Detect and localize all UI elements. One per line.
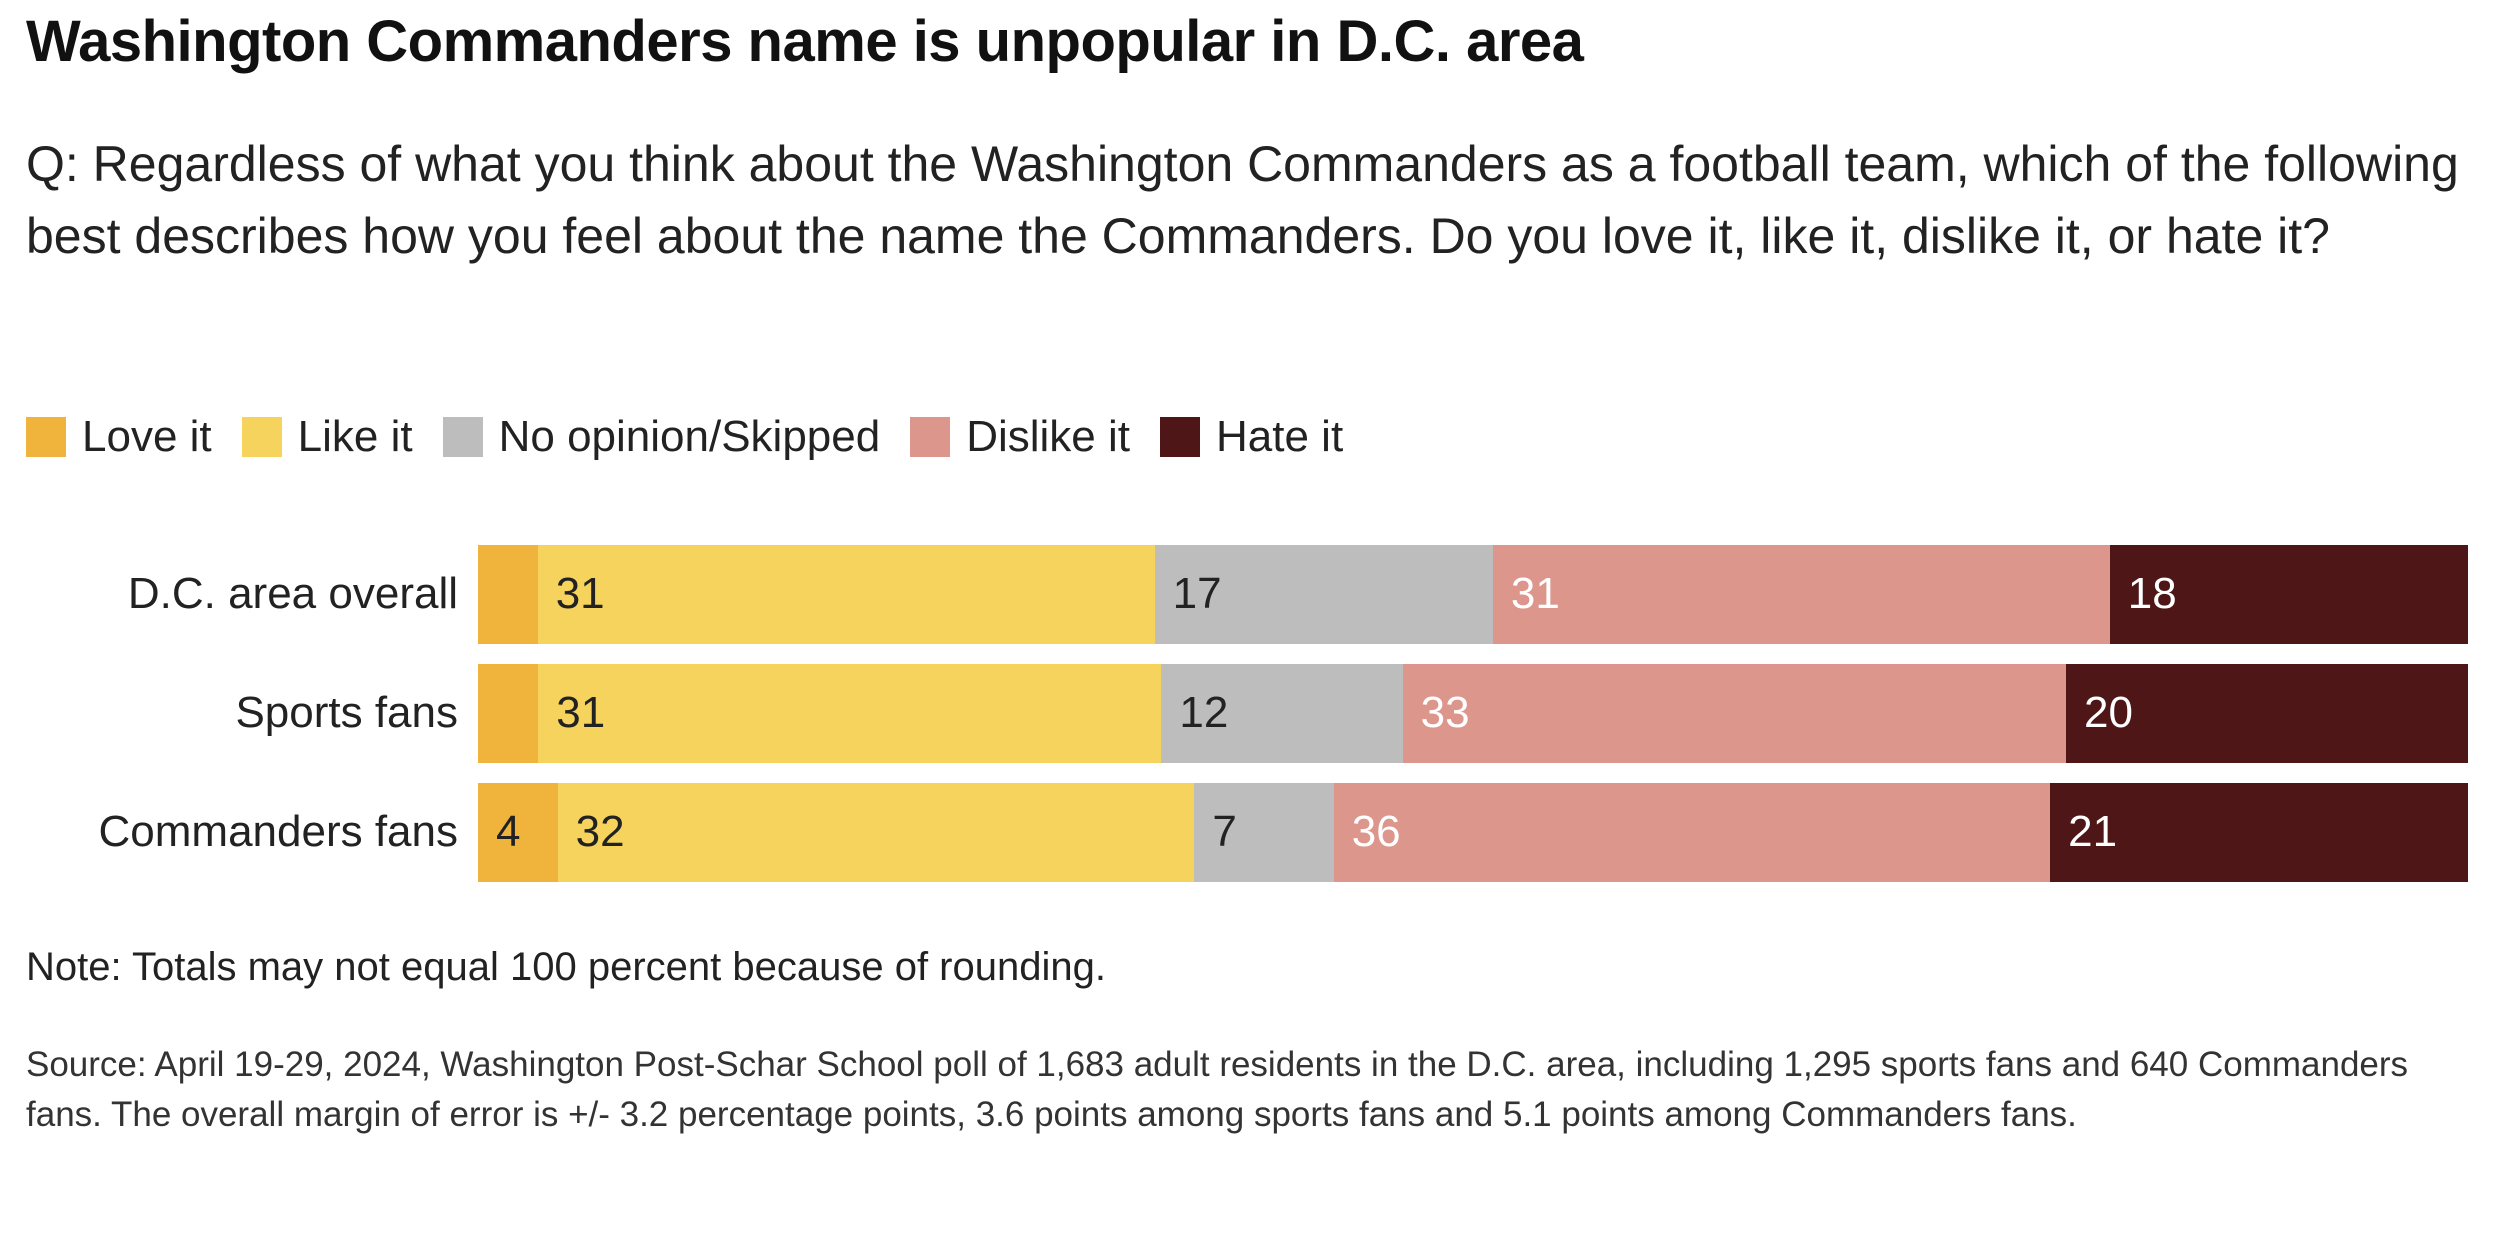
bar-segment-like-it bbox=[537, 545, 1156, 644]
data-label: 17 bbox=[1172, 569, 1222, 618]
data-label: 31 bbox=[556, 688, 606, 737]
legend-swatch bbox=[26, 417, 66, 457]
legend-label: No opinion/Skipped bbox=[498, 412, 881, 461]
chart-subtitle-question: Q: Regardless of what you think about th… bbox=[26, 136, 2459, 264]
category-label: Sports fans bbox=[235, 688, 458, 737]
data-label: 31 bbox=[555, 569, 605, 618]
legend-swatch bbox=[241, 417, 282, 457]
bar-segment-no-opinion-skipped bbox=[1154, 545, 1494, 644]
chart-title: Washington Commanders name is unpopular … bbox=[26, 9, 1584, 74]
bar-segment-like-it bbox=[538, 664, 1162, 763]
bar-segment-dislike-it bbox=[1492, 545, 2111, 644]
legend-item: Hate it bbox=[1160, 412, 1343, 462]
data-label: 4 bbox=[496, 807, 521, 856]
category-label: D.C. area overall bbox=[127, 569, 458, 618]
bar-segment-love-it bbox=[478, 783, 559, 882]
bar-segment-love-it bbox=[478, 545, 539, 644]
bar-segment-like-it bbox=[557, 783, 1195, 882]
data-label: 21 bbox=[2068, 807, 2118, 856]
bar-segment-hate-it bbox=[2109, 545, 2469, 644]
bar-segment-no-opinion-skipped bbox=[1194, 783, 1335, 882]
bar-segment-no-opinion-skipped bbox=[1161, 664, 1404, 763]
legend-item: No opinion/Skipped bbox=[442, 412, 881, 462]
note: Note: Totals may not equal 100 percent b… bbox=[26, 945, 1106, 989]
data-label: 33 bbox=[1420, 688, 1470, 737]
legend-label: Dislike it bbox=[966, 412, 1130, 461]
source: Source: April 19-29, 2024, Washington Po… bbox=[26, 1045, 2409, 1134]
data-label: 32 bbox=[575, 807, 625, 856]
data-label: 36 bbox=[1351, 807, 1401, 856]
category-label: Commanders fans bbox=[98, 807, 458, 856]
legend-swatch bbox=[910, 417, 951, 457]
data-label: 7 bbox=[1212, 807, 1237, 856]
legend: Love it Like it No opinion/Skipped Dislike … bbox=[26, 412, 1343, 462]
legend-item: Dislike it bbox=[910, 412, 1130, 462]
bar-segment-dislike-it bbox=[1402, 664, 2067, 763]
data-label: 31 bbox=[1510, 569, 1560, 618]
legend-swatch bbox=[1160, 417, 1200, 457]
data-label: 12 bbox=[1179, 688, 1229, 737]
legend-item: Love it bbox=[26, 412, 212, 462]
legend-label: Like it bbox=[297, 412, 413, 461]
bar-segment-hate-it bbox=[2050, 783, 2469, 882]
legend-label: Love it bbox=[82, 412, 212, 461]
data-label: 20 bbox=[2083, 688, 2133, 737]
bar-segment-love-it bbox=[478, 664, 539, 763]
legend-swatch bbox=[442, 417, 483, 457]
legend-item: Like it bbox=[241, 412, 413, 462]
bar-segment-hate-it bbox=[2065, 664, 2469, 763]
data-label: 18 bbox=[2127, 569, 2177, 618]
bar-segment-dislike-it bbox=[1333, 783, 2051, 882]
legend-label: Hate it bbox=[1216, 412, 1344, 461]
